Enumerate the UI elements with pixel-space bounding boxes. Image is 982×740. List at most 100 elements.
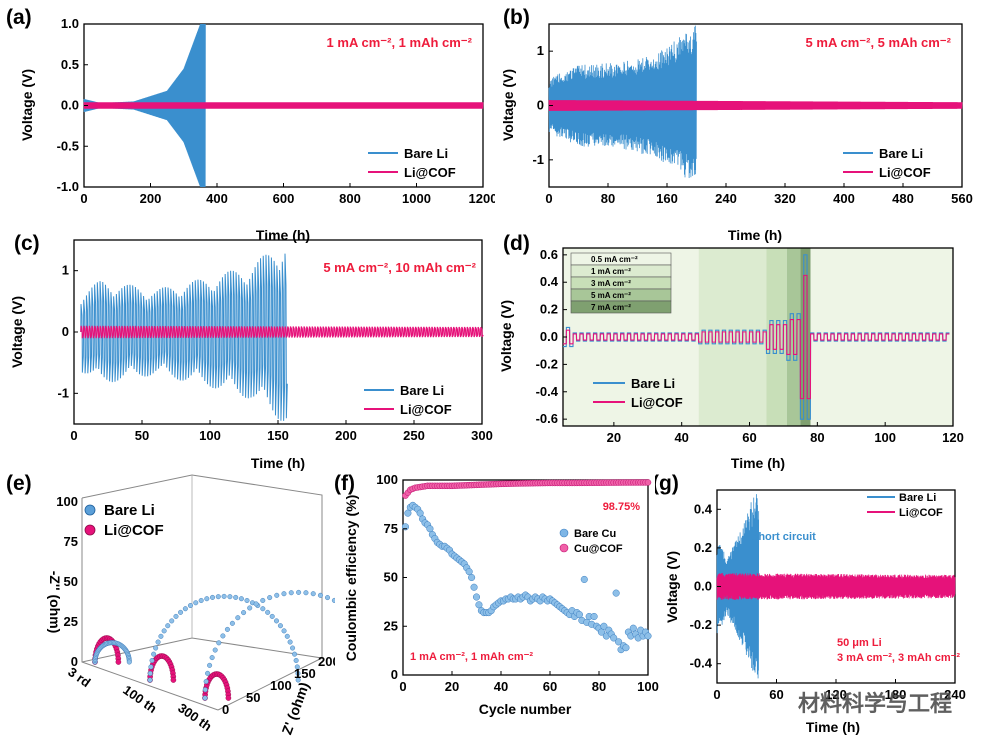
panel-a-series-li-cof	[83, 102, 484, 109]
panel-e-bare-li-point	[227, 594, 233, 600]
panel-e-cycle-label: 300 th	[175, 700, 214, 734]
panel-e-li-cof-point	[225, 695, 232, 701]
panel-a-legend-bare: Bare Li	[404, 146, 448, 161]
panel-b-xtick-label: 240	[715, 191, 737, 206]
panel-b-bare-li-trace	[548, 25, 697, 179]
panel-e-bare-li-point	[310, 591, 316, 597]
panel-e-bare-li-point	[147, 670, 153, 676]
panel-c-xtick-label: 200	[335, 428, 357, 443]
panel-g-xtick-label: 180	[885, 687, 907, 702]
panel-d: (d) 20 40 60 80 100 120 0.6 0.4 0.2 0.0 -0.2 -0.4 -0…	[498, 232, 964, 471]
panel-e-zlabel: -Z'' (ohm)	[47, 571, 63, 634]
panel-c-li-cof-trace	[80, 325, 484, 339]
panel-b-li-cof-trace	[548, 100, 963, 111]
panel-e-legend-cof-marker	[84, 524, 96, 536]
panel-g-xtick-label: 0	[713, 687, 720, 702]
panel-d-xtick-label: 120	[942, 430, 964, 445]
panel-e-bare-li-point	[233, 594, 239, 600]
panel-e-bare-li-point	[207, 662, 213, 668]
panel-e-bare-li-point	[260, 597, 266, 603]
panel-e-bare-li-point	[173, 613, 179, 619]
panel-e-bare-li-point	[295, 670, 301, 676]
panel-b-xtick-label: 0	[545, 191, 552, 206]
panel-e-bare-li-point	[182, 606, 188, 612]
panel-e-legend-bare: Bare Li	[104, 502, 155, 519]
panel-f-bare-cu-point	[580, 575, 588, 583]
panel-e-bare-li-point	[247, 605, 253, 611]
panel-d-xtick-label: 20	[607, 430, 621, 445]
panel-e-bare-li-point	[148, 664, 154, 670]
panel-e-cycle-label: 3 rd	[65, 664, 93, 690]
panel-b-legend-bare: Bare Li	[879, 146, 923, 161]
panel-f-bare-cu-point	[615, 638, 623, 646]
panel-b-xtick-label: 160	[656, 191, 678, 206]
panel-d-ytick-label: 0.6	[540, 247, 558, 262]
panel-a-xtick-label: 200	[140, 191, 162, 206]
panel-g: (g) 0 60 120 180 240 0.4 0.2 0.0 -0.2 -0.4 Voltag…	[655, 472, 966, 735]
panel-e-bare-li-point	[187, 603, 193, 609]
panel-c-series-bare-li	[80, 253, 288, 421]
panel-g-ylabel: Voltage (V)	[664, 551, 680, 623]
panel-d-rate-label: 1 mA cm⁻²	[591, 267, 631, 276]
panel-e-3d-box	[81, 474, 323, 711]
panel-a-xlabel: Time (h)	[256, 227, 310, 243]
panel-d-rate-label: 7 mA cm⁻²	[591, 303, 631, 312]
panel-e-bare-li-point	[277, 623, 283, 629]
panel-e-bare-li-point	[265, 609, 271, 615]
panel-b-ytick-label: 1	[537, 43, 544, 58]
panel-d-ytick-label: -0.4	[536, 384, 559, 399]
panel-g-xlabel: Time (h)	[806, 719, 860, 735]
panel-f-xlabel: Cycle number	[479, 701, 572, 717]
panel-a-ytick-label: 1.0	[61, 16, 79, 31]
panel-g-li-cof-trace	[716, 573, 956, 600]
panel-d-xtick-label: 40	[674, 430, 688, 445]
panel-d-ylabel: Voltage (V)	[498, 300, 514, 372]
panel-d-ytick-label: 0.4	[540, 274, 559, 289]
panel-d-ytick-label: 0.0	[540, 329, 558, 344]
panel-e-ztick-label: 25	[64, 614, 78, 629]
panel-e-bare-li-point	[269, 613, 275, 619]
panel-g-xtick-label: 120	[825, 687, 847, 702]
panel-f-ytick-label: 50	[384, 570, 398, 585]
panel-a-ytick-label: 0.0	[61, 98, 79, 113]
panel-c-xtick-label: 0	[70, 428, 77, 443]
panel-e-bare-li-point	[153, 645, 159, 651]
panel-e-xtick-label: 200	[318, 654, 335, 669]
panel-e-bare-li-point	[203, 678, 209, 684]
panel-f-ytick-label: 0	[391, 667, 398, 682]
panel-c-xlabel: Time (h)	[251, 455, 305, 471]
panel-b-ytick-label: -1	[532, 152, 544, 167]
panel-f-xtick-label: 80	[592, 679, 606, 694]
panel-f-xtick-label: 60	[543, 679, 557, 694]
panel-f-legend-bare: Bare Cu	[574, 528, 616, 540]
panel-e-bare-li-point	[169, 618, 175, 624]
panel-e-bare-li-point	[284, 633, 290, 639]
panel-c-xtick-label: 250	[403, 428, 425, 443]
panel-c-ytick-label: 1	[62, 263, 69, 278]
panel-e-bare-li-point	[253, 601, 259, 607]
panel-g-label: (g)	[655, 472, 679, 495]
panel-e-bare-li-point	[281, 628, 287, 634]
panel-e-ztick-label: 100	[56, 494, 78, 509]
panel-f-xtick-label: 0	[399, 679, 406, 694]
panel-f-series-bare-cu	[401, 501, 652, 654]
panel-a-ytick-label: 0.5	[61, 57, 79, 72]
panel-g-ytick-label: -0.4	[690, 656, 713, 671]
panel-a-xtick-label: 1200	[469, 191, 495, 206]
panel-e-ztick-label: 50	[64, 574, 78, 589]
panel-f-bare-cu-point	[610, 634, 618, 642]
panel-c-bare-li-trace	[80, 253, 288, 421]
panel-e-bare-li-point	[216, 640, 222, 646]
panel-f-bare-cu-point	[622, 644, 630, 652]
panel-d-rate-label: 5 mA cm⁻²	[591, 291, 631, 300]
panel-e-bare-li-point	[204, 596, 210, 602]
panel-b-xtick-label: 560	[951, 191, 973, 206]
panel-a-ytick-label: -0.5	[57, 138, 79, 153]
panel-d-rate-legend: 0.5 mA cm⁻² 1 mA cm⁻² 3 mA cm⁻² 5 mA cm⁻² 7 …	[570, 252, 672, 314]
panel-d-label: (d)	[503, 232, 530, 255]
panel-e-bare-li-point	[293, 657, 299, 663]
panel-e-li-cof-point	[170, 677, 177, 683]
panel-c-label: (c)	[14, 232, 40, 255]
panel-e-bare-li-point	[220, 633, 226, 639]
panel-e-li-cof-point	[115, 659, 122, 665]
